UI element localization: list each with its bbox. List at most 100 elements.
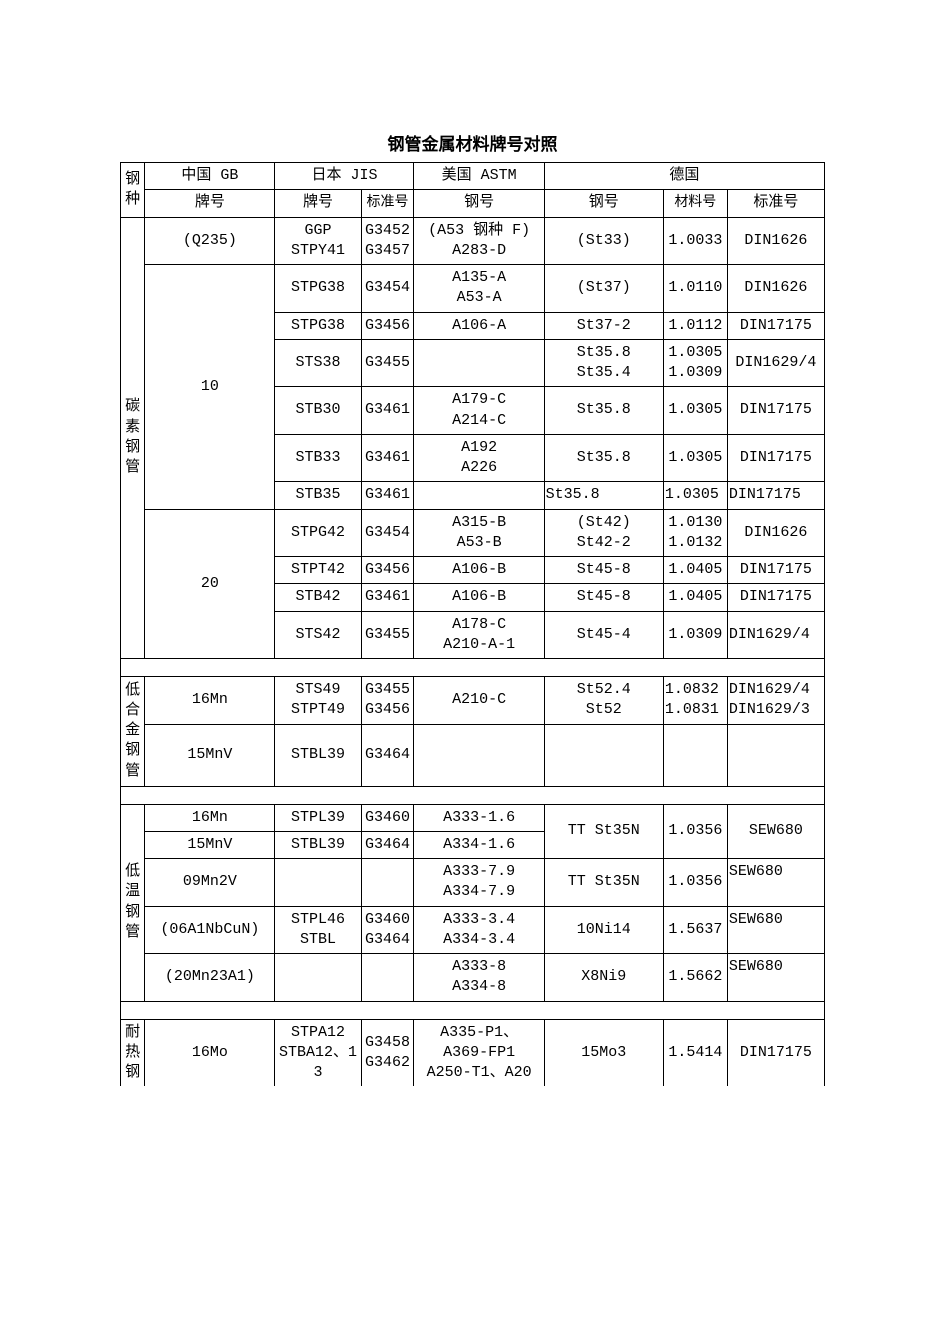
us-cell: A315-BA53-B	[414, 509, 544, 557]
category-heat: 耐热钢	[121, 1019, 145, 1086]
hdr-jp-std: 标准号	[361, 190, 414, 217]
jpstd-cell: G3454	[361, 265, 414, 313]
material-table: 钢种 中国 GB 日本 JIS 美国 ASTM 德国 牌号 牌号 标准号 钢号 …	[120, 162, 825, 1086]
demat-cell: 1.03051.0309	[663, 339, 727, 387]
jp-cell: STB30	[275, 387, 361, 435]
demat-cell: 1.0405	[663, 557, 727, 584]
jp-cell: STPG38	[275, 265, 361, 313]
jp-cell	[275, 954, 361, 1002]
de-cell	[544, 724, 663, 786]
demat-cell: 1.5637	[663, 906, 727, 954]
jp-cell: STBL39	[275, 831, 361, 858]
demat-cell: 1.0305	[663, 387, 727, 435]
us-cell: A106-B	[414, 584, 544, 611]
destd-cell: DIN17175	[727, 584, 824, 611]
jp-cell: STB35	[275, 482, 361, 509]
jpstd-cell: G3456	[361, 557, 414, 584]
hdr-jp-grade: 牌号	[275, 190, 361, 217]
jpstd-cell: G3460	[361, 804, 414, 831]
de-cell: St37-2	[544, 312, 663, 339]
jpstd-cell: G3461	[361, 482, 414, 509]
demat-cell: 1.08321.0831	[663, 677, 727, 725]
us-cell: A334-1.6	[414, 831, 544, 858]
hdr-usa: 美国 ASTM	[414, 163, 544, 190]
jpstd-cell: G3452G3457	[361, 217, 414, 265]
demat-cell: 1.0356	[663, 859, 727, 907]
destd-cell: DIN17175	[727, 434, 824, 482]
jp-cell: STPA12STBA12、13	[275, 1019, 361, 1086]
demat-cell: 1.5414	[663, 1019, 727, 1086]
destd-cell: SEW680	[727, 859, 824, 907]
demat-cell: 1.0309	[663, 611, 727, 659]
jp-cell: STPG38	[275, 312, 361, 339]
demat-cell: 1.0110	[663, 265, 727, 313]
cn-cell: 15MnV	[145, 831, 275, 858]
table-row: 耐热钢 16Mo STPA12STBA12、13 G3458G3462 A335…	[121, 1019, 825, 1086]
de-cell: 15Mo3	[544, 1019, 663, 1086]
de-cell: St35.8	[544, 482, 663, 509]
demat-cell: 1.0305	[663, 482, 727, 509]
jpstd-cell: G3461	[361, 434, 414, 482]
demat-cell: 1.0033	[663, 217, 727, 265]
destd-cell: DIN1626	[727, 217, 824, 265]
jp-cell: STBL39	[275, 724, 361, 786]
jpstd-cell: G3464	[361, 724, 414, 786]
us-cell: A106-A	[414, 312, 544, 339]
table-row: 10 STPG38 G3454 A135-AA53-A (St37) 1.011…	[121, 265, 825, 313]
us-cell: A106-B	[414, 557, 544, 584]
hdr-china: 中国 GB	[145, 163, 275, 190]
jpstd-cell: G3461	[361, 387, 414, 435]
section-gap	[121, 659, 825, 677]
de-cell: St35.8St35.4	[544, 339, 663, 387]
destd-cell	[727, 724, 824, 786]
jpstd-cell: G3460G3464	[361, 906, 414, 954]
destd-cell: SEW680	[727, 954, 824, 1002]
hdr-de-std: 标准号	[727, 190, 824, 217]
us-cell: (A53 钢种 F)A283-D	[414, 217, 544, 265]
cn-cell: 09Mn2V	[145, 859, 275, 907]
category-lowtemp: 低温钢管	[121, 804, 145, 1001]
table-row: 20 STPG42 G3454 A315-BA53-B (St42)St42-2…	[121, 509, 825, 557]
de-cell: St52.4St52	[544, 677, 663, 725]
hdr-cn-grade: 牌号	[145, 190, 275, 217]
destd-cell: DIN17175	[727, 312, 824, 339]
jp-cell	[275, 859, 361, 907]
cn-cell: (20Mn23A1)	[145, 954, 275, 1002]
us-cell: A333-3.4A334-3.4	[414, 906, 544, 954]
jpstd-cell	[361, 859, 414, 907]
us-cell	[414, 482, 544, 509]
page-title: 钢管金属材料牌号对照	[120, 130, 825, 156]
jp-cell: STS49STPT49	[275, 677, 361, 725]
demat-cell: 1.0305	[663, 434, 727, 482]
de-cell: X8Ni9	[544, 954, 663, 1002]
de-cell: (St33)	[544, 217, 663, 265]
jp-cell: STS38	[275, 339, 361, 387]
de-cell: St35.8	[544, 387, 663, 435]
demat-cell: 1.0356	[663, 804, 727, 859]
us-cell: A210-C	[414, 677, 544, 725]
de-cell: TT St35N	[544, 859, 663, 907]
demat-cell	[663, 724, 727, 786]
de-cell: St35.8	[544, 434, 663, 482]
us-cell: A333-8A334-8	[414, 954, 544, 1002]
demat-cell: 1.5662	[663, 954, 727, 1002]
cn-cell: 10	[145, 265, 275, 510]
destd-cell: DIN1629/4	[727, 339, 824, 387]
jpstd-cell: G3455G3456	[361, 677, 414, 725]
destd-cell: DIN17175	[727, 387, 824, 435]
header-row-1: 钢种 中国 GB 日本 JIS 美国 ASTM 德国	[121, 163, 825, 190]
section-gap	[121, 1001, 825, 1019]
jpstd-cell: G3455	[361, 611, 414, 659]
table-row: 低合金钢管 16Mn STS49STPT49 G3455G3456 A210-C…	[121, 677, 825, 725]
jp-cell: STB42	[275, 584, 361, 611]
jpstd-cell	[361, 954, 414, 1002]
cn-cell: 16Mo	[145, 1019, 275, 1086]
demat-cell: 1.01301.0132	[663, 509, 727, 557]
jpstd-cell: G3456	[361, 312, 414, 339]
destd-cell: DIN1629/4	[727, 611, 824, 659]
destd-cell: DIN1629/4DIN1629/3	[727, 677, 824, 725]
us-cell: A335-P1、A369-FP1A250-T1、A20	[414, 1019, 544, 1086]
table-row: 低温钢管 16Mn STPL39 G3460 A333-1.6 TT St35N…	[121, 804, 825, 831]
table-row: 碳素钢管 (Q235) GGPSTPY41 G3452G3457 (A53 钢种…	[121, 217, 825, 265]
de-cell: St45-8	[544, 557, 663, 584]
